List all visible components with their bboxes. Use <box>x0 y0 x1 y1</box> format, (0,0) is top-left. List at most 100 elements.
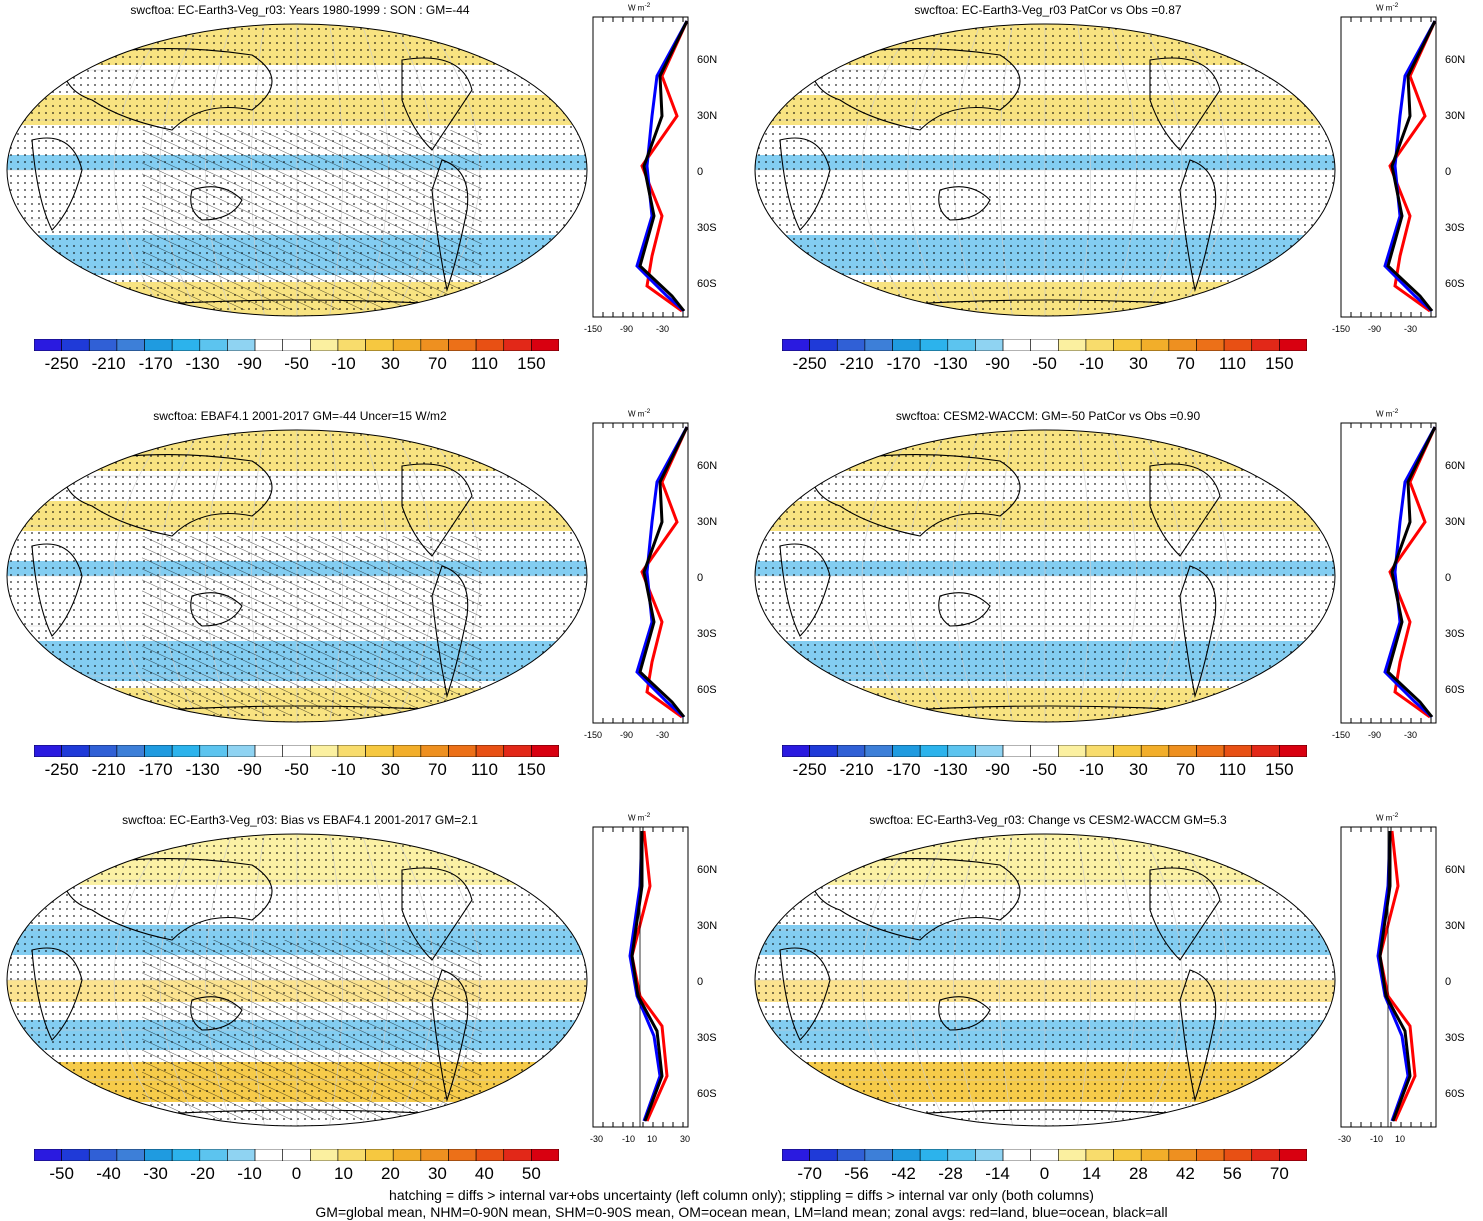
colorbar-swatch <box>392 339 422 351</box>
colorbar-swatch <box>1002 339 1031 351</box>
colorbar-swatch <box>448 1149 477 1161</box>
zonal-x-tick: -90 <box>1368 730 1382 740</box>
zonal-lat-tick: 60N <box>1445 460 1466 472</box>
panel-title: swcftoa: EC-Earth3-Veg_r03: Change vs CE… <box>869 813 1227 827</box>
colorbar-swatch <box>475 339 505 351</box>
colorbar-label: -90 <box>237 760 262 779</box>
coastline <box>190 186 243 221</box>
zonal-curve <box>640 20 689 313</box>
colorbar-swatch <box>337 1149 366 1161</box>
colorbar-swatch <box>116 339 145 351</box>
colorbar-label: -250 <box>792 760 827 779</box>
zonal-x-tick: -30 <box>656 324 670 334</box>
zonal-curve <box>1386 426 1437 718</box>
colorbar-label: 150 <box>517 760 546 779</box>
colorbar-swatch <box>1279 1149 1307 1161</box>
map <box>6 23 588 317</box>
colorbar-swatch <box>1196 339 1225 351</box>
coastline <box>31 543 83 637</box>
colorbar-label: 50 <box>521 1164 541 1183</box>
colorbar-label: -50 <box>1032 354 1057 373</box>
zonal-lat-tick: 0 <box>1445 572 1452 584</box>
coastline <box>779 947 831 1041</box>
colorbar-swatch <box>337 339 366 351</box>
footer-caption: hatching = diffs > internal var+obs unce… <box>0 1187 1483 1221</box>
zonal-lat-tick: 60S <box>697 684 717 696</box>
colorbar-swatch <box>836 339 866 351</box>
coastline <box>431 159 469 293</box>
zonal-x-tick: -30 <box>1338 1134 1352 1144</box>
colorbar <box>782 745 1307 757</box>
zonal-x-tick: -30 <box>590 1134 604 1144</box>
colorbar-swatch <box>531 745 559 757</box>
zonal-unit-label: W m-2 <box>628 408 650 419</box>
panel-title: swcftoa: CESM2-WACCM: GM=-50 PatCor vs O… <box>895 409 1201 423</box>
zonal-lat-tick: 0 <box>697 166 704 178</box>
zonal-x-tick: -90 <box>620 324 634 334</box>
colorbar-swatch <box>975 1149 1004 1161</box>
colorbar-swatch <box>1168 339 1197 351</box>
colorbar-swatch <box>227 339 256 351</box>
coastline <box>1149 57 1221 151</box>
coastline <box>809 48 1021 131</box>
colorbar-swatch <box>1113 339 1142 351</box>
zonal-lat-tick: 60N <box>697 54 718 66</box>
zonal-mean-plot <box>1340 826 1437 1128</box>
colorbar-swatch <box>171 1149 201 1161</box>
colorbar-label: 110 <box>470 354 498 373</box>
zonal-mean-plot <box>592 16 689 318</box>
colorbar-swatch <box>1002 745 1031 757</box>
coastline <box>61 454 273 537</box>
colorbar-label: -170 <box>138 760 173 779</box>
zonal-unit-label: W m-2 <box>1376 408 1398 419</box>
colorbar-label: 150 <box>1265 760 1294 779</box>
zonal-unit-exponent: -2 <box>1392 812 1399 819</box>
zonal-x-tick: 10 <box>647 1134 658 1144</box>
colorbar-label: -90 <box>985 354 1010 373</box>
colorbar-label: -130 <box>933 760 968 779</box>
colorbar-swatch <box>448 339 477 351</box>
colorbar-label: 56 <box>1222 1164 1242 1183</box>
coastline <box>809 858 1021 941</box>
colorbar-label: -250 <box>44 760 79 779</box>
colorbar-swatch <box>227 1149 256 1161</box>
colorbar-swatch <box>782 1149 810 1161</box>
colorbar-label: -130 <box>185 354 220 373</box>
colorbar-swatch <box>782 745 810 757</box>
colorbar-swatch <box>199 745 228 757</box>
zonal-x-tick: -90 <box>620 730 634 740</box>
colorbar-swatch <box>782 339 810 351</box>
panel-title: swcftoa: EC-Earth3-Veg_r03: Years 1980-1… <box>130 3 470 17</box>
zonal-x-tick: -90 <box>1368 324 1382 334</box>
map <box>754 833 1336 1127</box>
zonal-unit-text: W m <box>1376 3 1393 13</box>
zonal-lat-tick: 30S <box>1445 628 1465 640</box>
colorbar-swatch <box>475 745 505 757</box>
colorbar-swatch <box>392 1149 422 1161</box>
zonal-unit-label: W m-2 <box>1376 812 1398 823</box>
colorbar-swatch <box>88 1149 118 1161</box>
zonal-unit-text: W m <box>1376 409 1393 419</box>
coastline <box>1179 565 1217 699</box>
colorbar-label: -50 <box>49 1164 74 1183</box>
colorbar-label: 110 <box>1218 354 1246 373</box>
zonal-unit-exponent: -2 <box>1392 2 1399 9</box>
zonal-x-tick: -10 <box>1370 1134 1384 1144</box>
colorbar-swatch <box>503 1149 532 1161</box>
colorbar-label: 110 <box>470 760 498 779</box>
colorbar-swatch <box>1085 1149 1114 1161</box>
coastline <box>431 565 469 699</box>
coastline <box>938 186 991 221</box>
map <box>754 429 1336 723</box>
colorbar-label: 70 <box>1175 354 1195 373</box>
colorbar-swatch <box>310 745 339 757</box>
colorbar-label: -90 <box>237 354 262 373</box>
colorbar-swatch <box>919 1149 949 1161</box>
colorbar-label: -130 <box>933 354 968 373</box>
colorbar-swatch <box>809 745 838 757</box>
colorbar-label: 20 <box>380 1164 400 1183</box>
colorbar-swatch <box>864 1149 893 1161</box>
zonal-lat-tick: 60N <box>1445 864 1466 876</box>
zonal-unit-label: W m-2 <box>1376 2 1398 13</box>
zonal-lat-tick: 60N <box>697 460 718 472</box>
